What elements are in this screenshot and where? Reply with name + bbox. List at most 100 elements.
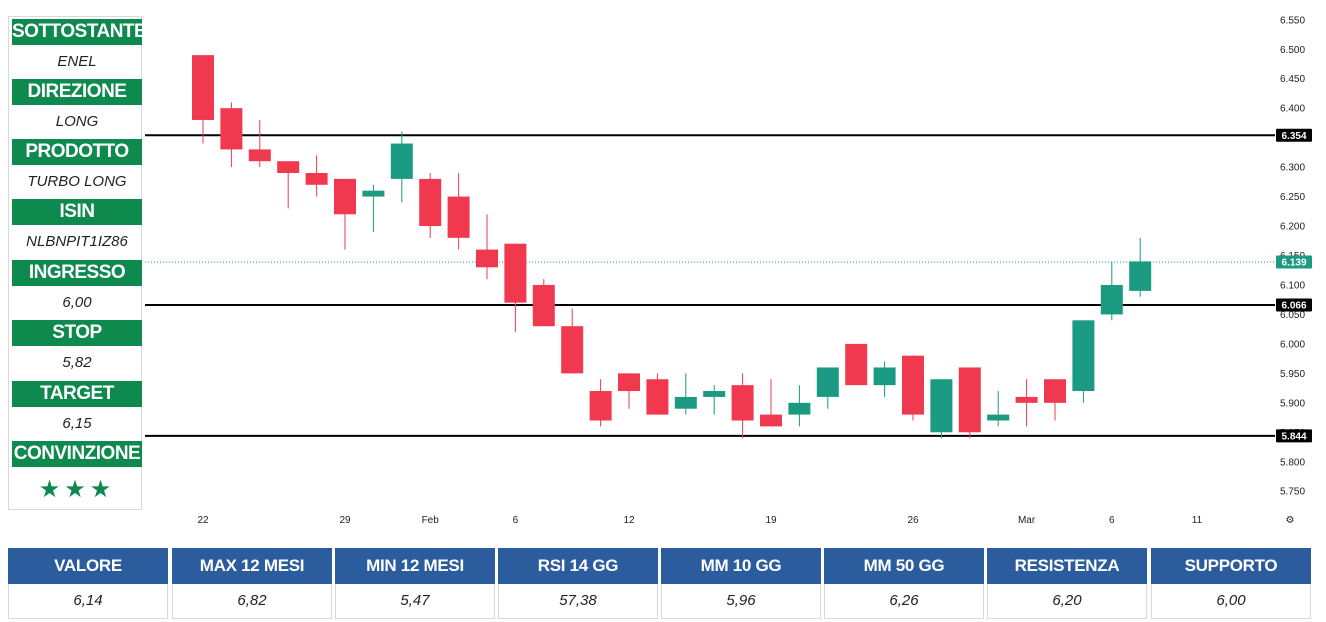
y-tick-label: 6.200 [1280,222,1305,233]
min-12-mesi-column: MIN 12 MESI 5,47 [335,548,495,620]
level-tag [1276,429,1312,443]
candle-body [618,373,640,392]
min-12-mesi-header: MIN 12 MESI [335,548,495,584]
rsi-14-gg-header: RSI 14 GG [498,548,658,584]
candle-body [561,326,584,374]
y-tick-label: 5.900 [1280,398,1305,409]
valore-column: VALORE 6,14 [8,548,168,620]
y-tick-label: 6.250 [1280,192,1305,203]
candle-body [334,178,356,215]
mm-10-gg-value: 5,96 [661,584,821,619]
stop-header: STOP [12,320,142,346]
x-tick-label: 22 [197,515,209,526]
x-tick-label: 6 [1109,515,1115,526]
supporto-value: 6,00 [1151,584,1311,619]
candle-body [1044,379,1066,403]
mm-50-gg-header: MM 50 GG [824,548,984,584]
y-tick-label: 6.100 [1280,280,1305,291]
x-tick-label: Feb [422,515,440,526]
candle-body [646,379,669,415]
candle-body [987,414,1010,421]
valore-value: 6,14 [8,584,168,619]
mm-50-gg-value: 6,26 [824,584,984,619]
convinzione-stars: ★★★ [38,476,116,503]
settings-icon: ⚙ [1286,515,1295,526]
x-tick-label: 19 [765,515,777,526]
candle-body [419,178,442,227]
direzione-value: LONG [55,113,99,130]
level-tag [1276,298,1312,312]
ingresso-header: INGRESSO [12,260,142,286]
x-tick-label: Mar [1018,515,1036,526]
candle-body [1072,320,1095,392]
target-value: 6,15 [62,415,92,432]
prodotto-value: TURBO LONG [27,173,127,190]
rsi-14-gg-value: 57,38 [498,584,658,619]
max-12-mesi-header: MAX 12 MESI [172,548,332,584]
candle-body [731,385,754,421]
candle-body [703,391,726,397]
price-chart: 6.5506.5006.4506.4006.3506.3006.2506.200… [145,8,1325,540]
y-tick-label: 6.500 [1280,45,1305,56]
sottostante-value: ENEL [57,53,97,70]
y-tick-label: 6.050 [1280,310,1305,321]
candle-body [902,355,924,415]
candle-body [277,161,300,173]
y-tick-label: 6.400 [1280,104,1305,115]
mm-50-gg-column: MM 50 GG 6,26 [824,548,984,620]
last-price-tag [1276,255,1312,269]
resistenza-header: RESISTENZA [987,548,1147,584]
stop-value: 5,82 [62,354,92,371]
supporto-header: SUPPORTO [1151,548,1311,584]
last-price-tag-label: 6.139 [1281,257,1306,268]
supporto-column: SUPPORTO 6,00 [1151,548,1311,620]
candle-body [532,284,555,327]
candle-body [845,343,868,386]
x-tick-label: 6 [513,515,519,526]
candle-body [192,55,214,120]
resistenza-column: RESISTENZA 6,20 [987,548,1147,620]
sottostante-header: SOTTOSTANTE [12,19,147,45]
isin-value: NLBNPIT1IZ86 [26,233,128,250]
resistenza-value: 6,20 [987,584,1147,619]
candle-body [447,196,470,238]
ingresso-value: 6,00 [62,294,92,311]
trade-info-panel: SOTTOSTANTE ENEL DIREZIONE LONG PRODOTTO… [8,16,147,510]
candle-body [476,249,498,268]
y-tick-label: 5.750 [1280,487,1305,498]
max-12-mesi-value: 6,82 [172,584,332,619]
candle-body [390,143,413,179]
level-tag-label: 6.066 [1281,301,1306,312]
candlestick-chart: 6.5506.5006.4506.4006.3506.3006.2506.200… [145,15,1312,526]
candle-body [504,243,527,303]
level-tag [1276,128,1312,142]
mm-10-gg-column: MM 10 GG 5,96 [661,548,821,620]
min-12-mesi-value: 5,47 [335,584,495,619]
target-header: TARGET [12,381,142,407]
y-tick-label: 6.000 [1280,339,1305,350]
candle-body [1015,396,1038,403]
candle-body [788,402,811,415]
valore-header: VALORE [8,548,168,584]
indicators-table: VALORE 6,14 MAX 12 MESI 6,82 MIN 12 MESI… [8,548,1314,620]
x-tick-label: 12 [623,515,635,526]
x-tick-label: 11 [1192,515,1203,526]
direzione-header: DIREZIONE [12,79,142,105]
isin-header: ISIN [12,199,142,225]
candle-body [873,367,896,386]
y-tick-label: 5.950 [1280,369,1305,380]
convinzione-header: CONVINZIONE [12,441,142,467]
candle-body [816,367,839,397]
prodotto-header: PRODOTTO [12,139,142,165]
rsi-14-gg-column: RSI 14 GG 57,38 [498,548,658,620]
y-tick-label: 6.450 [1280,74,1305,85]
level-tag-label: 5.844 [1281,431,1306,442]
candle-body [248,149,271,162]
candle-body [305,173,328,185]
candle-body [958,367,981,433]
candle-body [362,190,385,197]
candle-body [589,391,612,421]
y-tick-label: 6.550 [1280,15,1305,26]
x-tick-label: 29 [339,515,351,526]
candle-body [930,379,953,433]
